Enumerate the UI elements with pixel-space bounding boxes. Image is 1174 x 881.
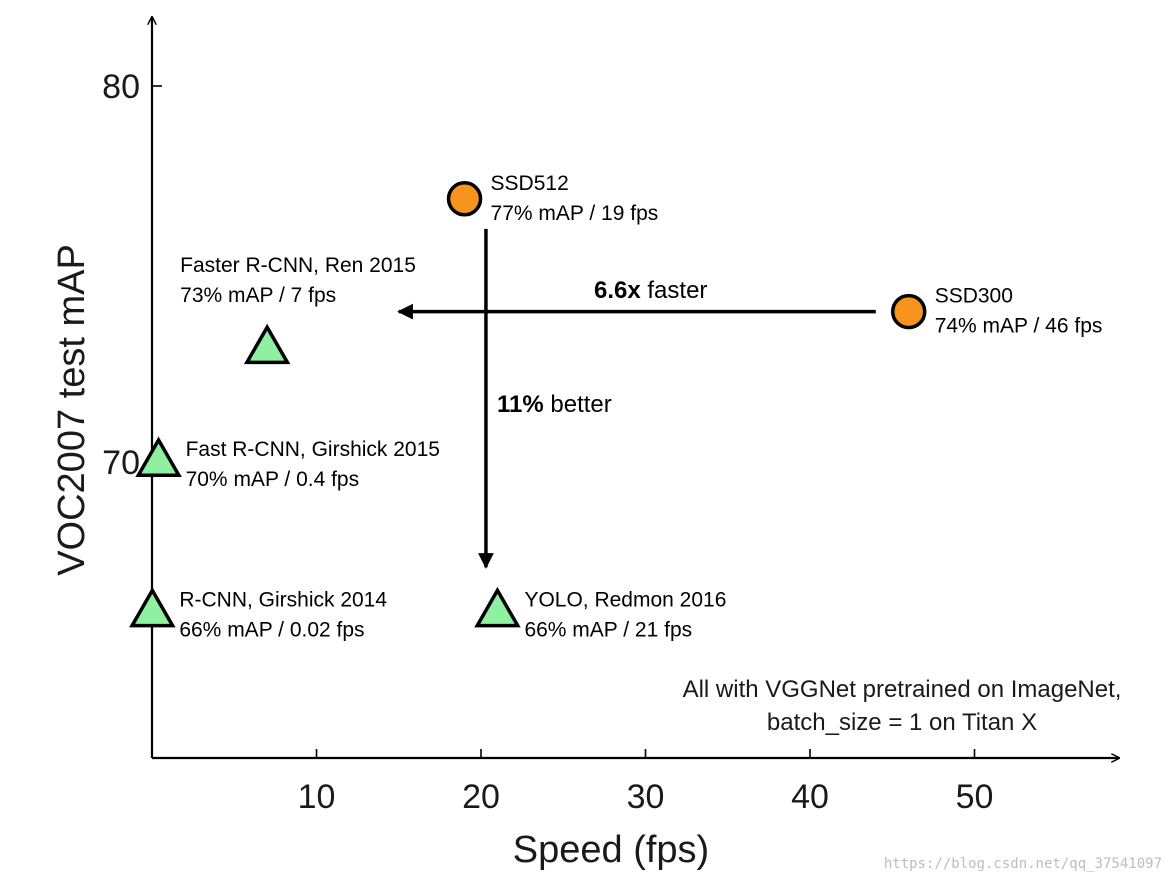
circle-marker-ssd300 [890, 293, 927, 330]
y-tick-label-70: 70 [102, 444, 140, 482]
point-label-fast-r-cnn-girshick-2015: Fast R-CNN, Girshick 2015 [186, 438, 440, 461]
circle-marker-ssd512 [446, 181, 483, 217]
y-axis-title: VOC2007 test mAP [51, 244, 93, 576]
y-tick-label-80: 80 [102, 68, 140, 106]
point-label-ssd300: SSD300 [935, 285, 1013, 308]
x-tick-label-40: 40 [791, 778, 829, 816]
triangle-marker-r-cnn-girshick-2014 [129, 586, 176, 628]
point-value-r-cnn-girshick-2014: 66% mAP / 0.02 fps [179, 618, 364, 641]
point-label-r-cnn-girshick-2014: R-CNN, Girshick 2014 [179, 588, 387, 611]
x-axis-title: Speed (fps) [513, 829, 709, 871]
x-tick-label-50: 50 [956, 778, 994, 816]
faster-annotation-text: faster [641, 277, 708, 304]
x-tick-label-20: 20 [462, 778, 500, 816]
note-line-2: batch_size = 1 on Titan X [767, 709, 1037, 736]
data-points: Faster R-CNN, Ren 2015 73% mAP / 7 fps Fas… [129, 172, 1103, 641]
better-annotation-text: better [544, 391, 612, 418]
x-tick-label-30: 30 [627, 778, 665, 816]
point-value-faster-r-cnn-ren-2015: 73% mAP / 7 fps [180, 284, 336, 307]
triangle-marker-faster-r-cnn-ren-2015 [243, 323, 291, 365]
point-value-ssd512: 77% mAP / 19 fps [491, 202, 659, 225]
note-line-1: All with VGGNet pretrained on ImageNet, [683, 676, 1122, 703]
better-annotation: 11% better [497, 391, 612, 418]
point-label-faster-r-cnn-ren-2015: Faster R-CNN, Ren 2015 [180, 254, 416, 277]
point-label-yolo-redmon-2016: YOLO, Redmon 2016 [524, 588, 726, 611]
triangle-marker-yolo-redmon-2016 [474, 586, 521, 628]
better-annotation-bold: 11% [497, 391, 544, 418]
x-tick-label-10: 10 [298, 778, 336, 816]
triangle-marker-fast-r-cnn-girshick-2015 [135, 436, 182, 477]
faster-annotation-bold: 6.6x [594, 277, 641, 304]
faster-annotation: 6.6x faster [594, 277, 707, 304]
watermark: https://blog.csdn.net/qq_37541097 [884, 856, 1162, 872]
point-value-ssd300: 74% mAP / 46 fps [935, 315, 1103, 338]
point-label-ssd512: SSD512 [491, 172, 569, 195]
point-value-yolo-redmon-2016: 66% mAP / 21 fps [524, 618, 692, 641]
point-value-fast-r-cnn-girshick-2015: 70% mAP / 0.4 fps [186, 468, 360, 491]
